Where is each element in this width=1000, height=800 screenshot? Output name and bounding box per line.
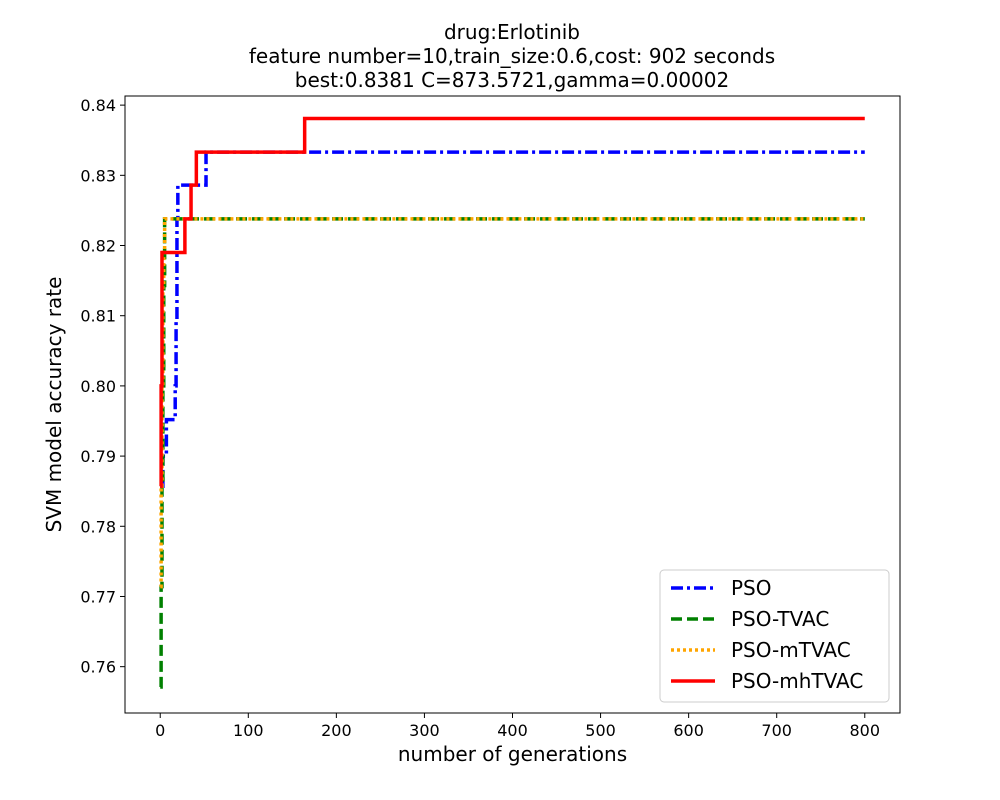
y-axis: 0.76 0.77 0.78 0.79 0.80 0.81 0.82 0.83 0.84	[80, 96, 125, 677]
y-tick-label: 0.78	[80, 517, 116, 536]
legend-label: PSO-TVAC	[731, 607, 829, 631]
y-tick-label: 0.81	[80, 307, 116, 326]
x-tick-label: 800	[849, 721, 880, 740]
series-line-pso-mhtvac	[159, 116, 865, 489]
series-line-pso	[160, 150, 865, 489]
y-tick-label: 0.77	[80, 587, 116, 606]
title-line-2: feature number=10,train_size:0.6,cost: 9…	[249, 44, 775, 68]
y-tick-label: 0.83	[80, 166, 116, 185]
legend-box	[659, 569, 890, 703]
y-tick-label: 0.84	[80, 96, 116, 115]
y-tick-label: 0.79	[80, 447, 116, 466]
x-tick-label: 300	[409, 721, 440, 740]
y-tick-label: 0.80	[80, 377, 116, 396]
y-tick-label: 0.76	[80, 658, 116, 677]
y-axis-label: SVM model accuracy rate	[42, 277, 66, 533]
x-tick-label: 500	[585, 721, 616, 740]
x-tick-label: 400	[497, 721, 528, 740]
series-line-pso-tvac	[159, 217, 865, 689]
y-tick-label: 0.82	[80, 237, 116, 256]
x-tick-label: 600	[673, 721, 704, 740]
plot-frame	[124, 95, 901, 714]
x-axis: 0 100 200 300 400 500 600 700 800	[155, 713, 880, 740]
series-lines	[159, 116, 865, 689]
x-tick-label: 100	[233, 721, 264, 740]
legend-label: PSO-mTVAC	[731, 638, 851, 662]
legend-label: PSO	[731, 576, 772, 600]
title-line-3: best:0.8381 C=873.5721,gamma=0.00002	[295, 68, 729, 92]
legend: PSO PSO-TVAC PSO-mTVAC PSO-mhTVAC	[659, 569, 890, 703]
title-line-1: drug:Erlotinib	[444, 20, 580, 44]
x-tick-label: 700	[761, 721, 792, 740]
x-tick-label: 0	[155, 721, 165, 740]
series-line-pso-mtvac	[159, 217, 865, 589]
x-tick-label: 200	[321, 721, 352, 740]
legend-label: PSO-mhTVAC	[731, 669, 863, 693]
x-axis-label: number of generations	[398, 742, 627, 766]
